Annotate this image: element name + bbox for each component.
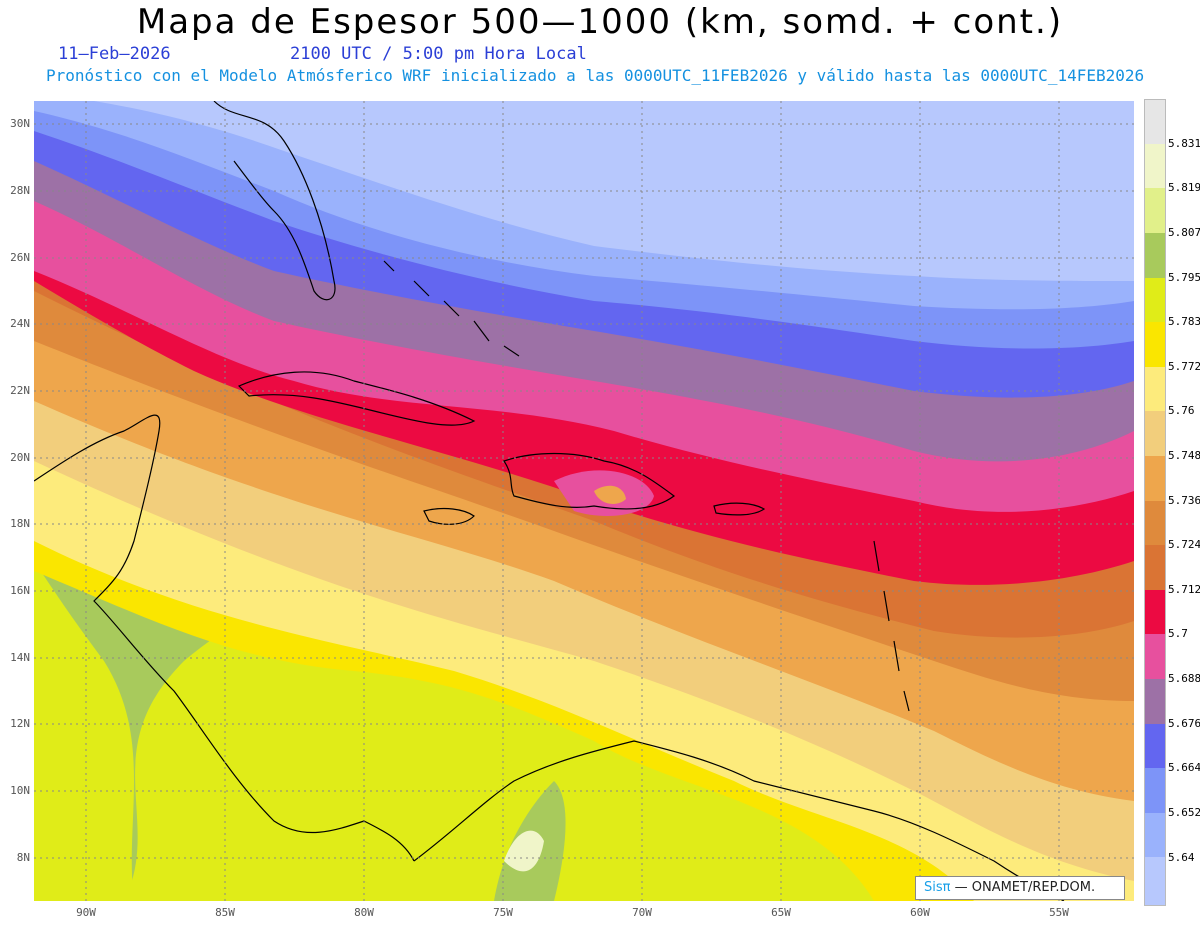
lon-label-75w: 75W: [493, 906, 513, 919]
lon-label-70w: 70W: [632, 906, 652, 919]
color-swatch: [1145, 144, 1165, 188]
colorbar-label: 5.807: [1168, 226, 1200, 239]
colorbar-label: 5.712: [1168, 583, 1200, 596]
colorbar-label: 5.831: [1168, 137, 1200, 150]
lon-label-55w: 55W: [1049, 906, 1069, 919]
lat-label-20n: 20N: [10, 451, 30, 464]
colorbar-label: 5.7: [1168, 627, 1188, 640]
color-swatch: [1145, 188, 1165, 233]
band-5819-patch: [504, 830, 544, 872]
coastlines: [34, 101, 1065, 901]
lon-label-90w: 90W: [76, 906, 96, 919]
lat-label-26n: 26N: [10, 251, 30, 264]
forecast-subtitle: Pronóstico con el Modelo Atmósferico WRF…: [46, 66, 1145, 85]
color-swatch: [1145, 411, 1165, 456]
color-swatch: [1145, 768, 1165, 813]
color-bar: [1144, 99, 1166, 906]
lat-label-8n: 8N: [16, 851, 30, 864]
credit-brand: Sis: [924, 880, 943, 895]
lon-label-80w: 80W: [354, 906, 374, 919]
colorbar-label: 5.676: [1168, 717, 1200, 730]
lat-label-30n: 30N: [10, 117, 30, 130]
lat-label-18n: 18N: [10, 517, 30, 530]
graticule: [34, 101, 1134, 901]
map-title: Mapa de Espesor 500—1000 (km, somd. + co…: [136, 2, 1064, 42]
colorbar-label: 5.783: [1168, 315, 1200, 328]
colorbar-label: 5.76: [1168, 404, 1195, 417]
credit-box: Sisπ — ONAMET/REP.DOM.: [915, 876, 1125, 900]
lat-label-12n: 12N: [10, 717, 30, 730]
color-swatch: [1145, 679, 1165, 724]
pi-symbol: π: [942, 880, 951, 895]
lat-label-10n: 10N: [10, 784, 30, 797]
colorbar-label: 5.772: [1168, 360, 1200, 373]
lat-label-14n: 14N: [10, 651, 30, 664]
colorbar-label: 5.795: [1168, 271, 1200, 284]
color-swatch: [1145, 278, 1165, 322]
color-swatch: [1145, 545, 1165, 590]
colorbar-label: 5.819: [1168, 181, 1200, 194]
lon-label-65w: 65W: [771, 906, 791, 919]
colorbar-label: 5.664: [1168, 761, 1200, 774]
colorbar-label: 5.652: [1168, 806, 1200, 819]
color-swatch: [1145, 813, 1165, 857]
thickness-map: [34, 101, 1134, 901]
color-swatch: [1145, 634, 1165, 679]
color-swatch: [1145, 456, 1165, 501]
color-swatch: [1145, 590, 1165, 634]
color-swatch: [1145, 367, 1165, 411]
colorbar-label: 5.64: [1168, 851, 1195, 864]
forecast-time: 2100 UTC / 5:00 pm Hora Local: [290, 44, 587, 64]
colorbar-label: 5.748: [1168, 449, 1200, 462]
color-swatch: [1145, 233, 1165, 278]
color-swatch: [1145, 724, 1165, 768]
color-swatch: [1145, 501, 1165, 545]
color-swatch: [1145, 100, 1165, 144]
lon-label-60w: 60W: [910, 906, 930, 919]
lon-label-85w: 85W: [215, 906, 235, 919]
lat-label-22n: 22N: [10, 384, 30, 397]
forecast-date: 11—Feb—2026: [58, 44, 171, 64]
color-swatch: [1145, 322, 1165, 367]
color-swatch: [1145, 857, 1165, 905]
lat-label-24n: 24N: [10, 317, 30, 330]
map-canvas: [34, 101, 1134, 901]
band-5748-island: [594, 485, 626, 504]
colorbar-label: 5.736: [1168, 494, 1200, 507]
colorbar-label: 5.724: [1168, 538, 1200, 551]
band-5640: [94, 101, 1134, 281]
lat-label-16n: 16N: [10, 584, 30, 597]
colorbar-label: 5.688: [1168, 672, 1200, 685]
credit-org: — ONAMET/REP.DOM.: [954, 880, 1096, 895]
lat-label-28n: 28N: [10, 184, 30, 197]
